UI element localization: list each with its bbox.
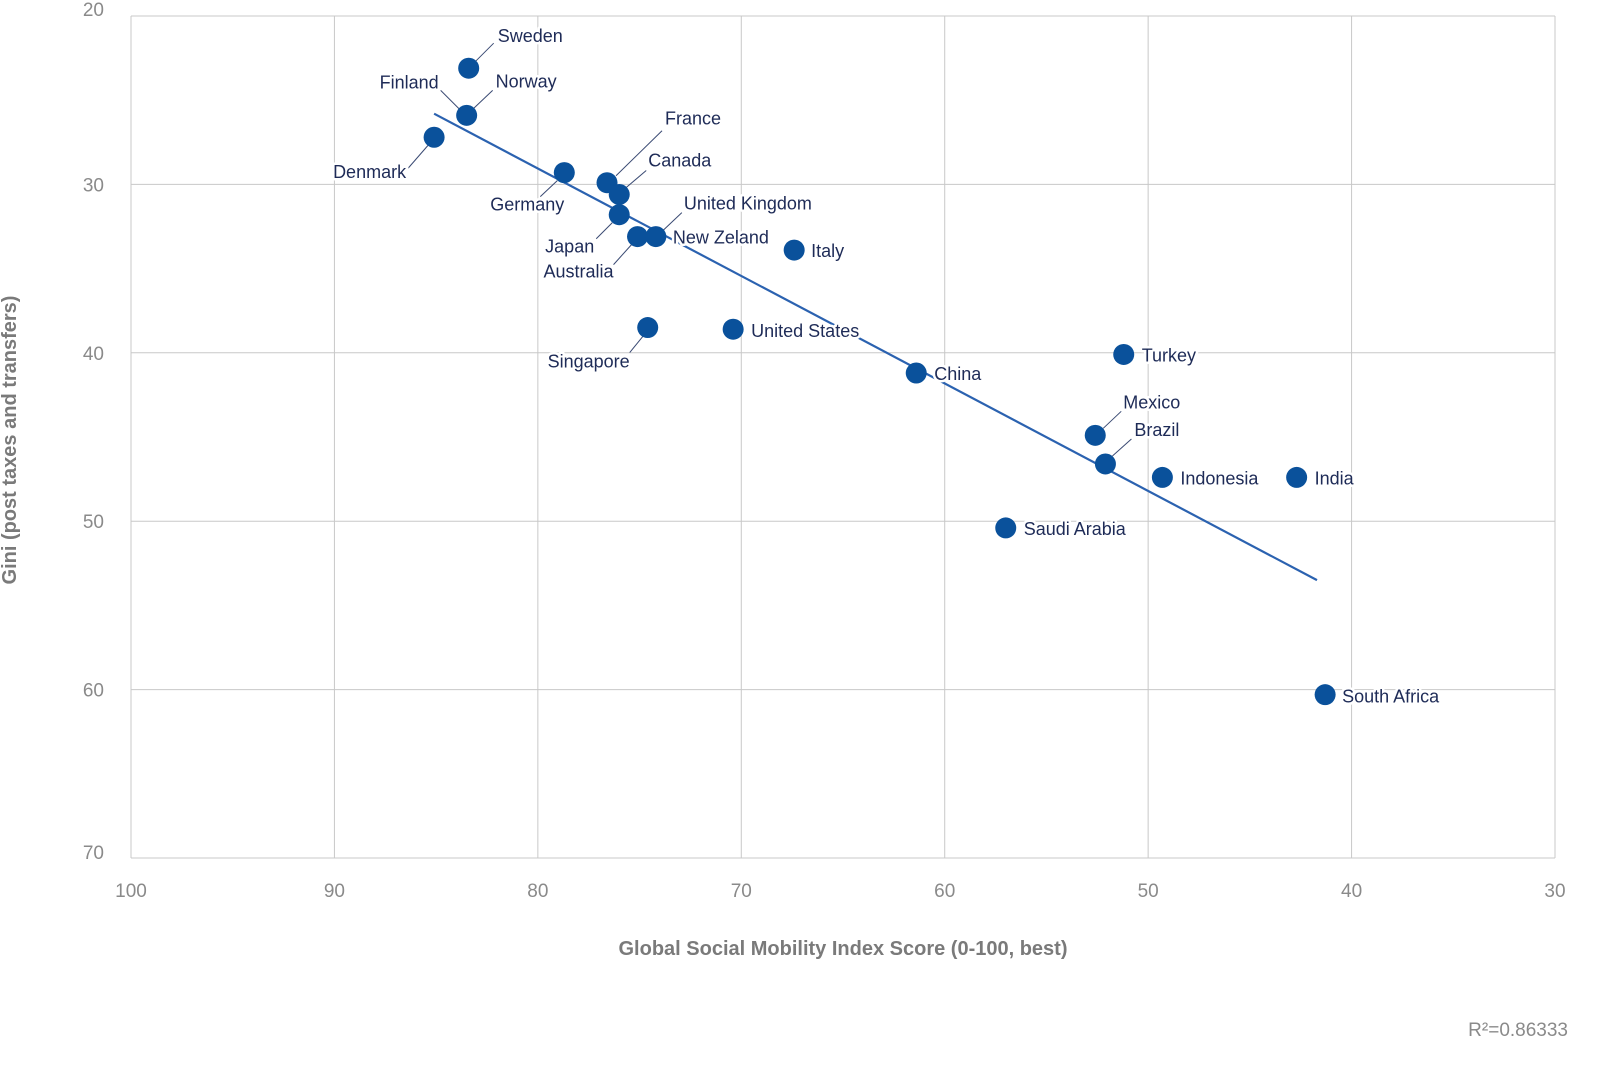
point-label: Finland bbox=[380, 72, 439, 92]
data-point bbox=[608, 204, 630, 226]
data-point bbox=[1314, 684, 1336, 706]
leader-line bbox=[629, 336, 644, 353]
point-label: Indonesia bbox=[1180, 468, 1259, 488]
x-axis-ticks: 100 90 80 70 60 50 40 30 bbox=[115, 881, 1565, 902]
data-point bbox=[1084, 424, 1106, 446]
point-label: New Zeland bbox=[673, 228, 769, 248]
data-point bbox=[458, 57, 480, 79]
point-label: Italy bbox=[811, 241, 844, 261]
point-label: Brazil bbox=[1134, 420, 1179, 440]
y-axis-ticks: 20 30 40 50 60 70 bbox=[83, 0, 104, 864]
point-label: Denmark bbox=[333, 162, 407, 182]
data-point bbox=[456, 104, 478, 126]
data-point bbox=[722, 318, 744, 340]
x-tick-label: 40 bbox=[1341, 881, 1362, 902]
point-label: Saudi Arabia bbox=[1024, 519, 1127, 539]
point-label: Turkey bbox=[1142, 345, 1196, 365]
data-point bbox=[627, 226, 649, 248]
y-tick-label: 60 bbox=[83, 681, 104, 702]
leader-line bbox=[595, 222, 613, 240]
r-squared-annotation: R²=0.86333 bbox=[1468, 1020, 1568, 1041]
trendline-group bbox=[433, 112, 1318, 582]
trendline bbox=[433, 112, 1318, 582]
leader-line bbox=[475, 42, 495, 62]
point-label: Japan bbox=[545, 237, 594, 257]
data-point bbox=[423, 126, 445, 148]
data-point bbox=[905, 362, 927, 384]
leader-line bbox=[473, 89, 494, 109]
data-point bbox=[637, 317, 659, 339]
leader-line bbox=[440, 90, 462, 111]
leader-line bbox=[662, 212, 683, 231]
point-label: Germany bbox=[490, 195, 564, 215]
data-points bbox=[423, 57, 1336, 706]
point-label: Australia bbox=[544, 262, 615, 282]
data-point bbox=[1286, 466, 1308, 488]
point-label: South Africa bbox=[1342, 687, 1440, 707]
data-point bbox=[995, 517, 1017, 539]
point-label: Norway bbox=[496, 71, 557, 91]
y-tick-label: 20 bbox=[83, 0, 104, 21]
leader-line bbox=[615, 130, 663, 177]
point-label: Canada bbox=[648, 151, 712, 171]
point-label: India bbox=[1315, 468, 1355, 488]
x-tick-label: 60 bbox=[934, 881, 955, 902]
y-tick-label: 50 bbox=[83, 512, 104, 533]
data-point bbox=[783, 239, 805, 261]
point-label: France bbox=[665, 109, 721, 129]
point-label: Mexico bbox=[1123, 392, 1180, 412]
x-tick-label: 50 bbox=[1138, 881, 1159, 902]
x-tick-label: 80 bbox=[527, 881, 548, 902]
point-label: Sweden bbox=[498, 26, 563, 46]
x-axis-title: Global Social Mobility Index Score (0-10… bbox=[618, 938, 1067, 960]
point-label: United Kingdom bbox=[684, 194, 812, 214]
grid bbox=[130, 15, 1556, 859]
x-tick-label: 70 bbox=[731, 881, 752, 902]
y-tick-label: 70 bbox=[83, 843, 104, 864]
leader-line bbox=[1102, 410, 1122, 429]
x-tick-label: 30 bbox=[1544, 881, 1565, 902]
data-point bbox=[1094, 453, 1116, 475]
y-tick-label: 40 bbox=[83, 344, 104, 365]
leader-line bbox=[407, 144, 429, 169]
leader-lines bbox=[407, 42, 1132, 457]
data-point bbox=[1113, 343, 1135, 365]
leader-line bbox=[613, 244, 632, 265]
data-point bbox=[1151, 466, 1173, 488]
y-axis-title: Gini (post taxes and transfers) bbox=[0, 296, 21, 585]
x-tick-label: 90 bbox=[324, 881, 345, 902]
point-label: United States bbox=[751, 321, 859, 341]
point-labels: Sweden Finland Norway Denmark Germany France C… bbox=[331, 24, 1443, 709]
data-point bbox=[645, 226, 667, 248]
leader-line bbox=[539, 180, 558, 197]
data-point bbox=[608, 184, 630, 206]
leader-line bbox=[1112, 438, 1132, 457]
x-tick-label: 100 bbox=[115, 881, 147, 902]
data-point bbox=[553, 162, 575, 184]
point-label: China bbox=[934, 364, 982, 384]
y-tick-label: 30 bbox=[83, 175, 104, 196]
leader-line bbox=[625, 170, 647, 188]
point-label: Singapore bbox=[548, 352, 630, 372]
